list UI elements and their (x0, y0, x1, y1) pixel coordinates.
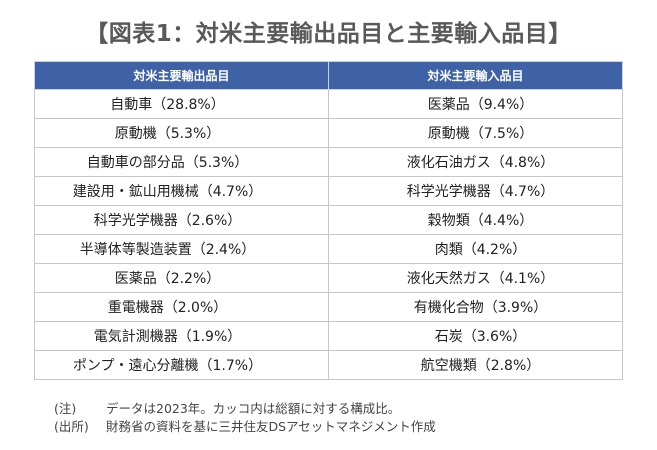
import-item-cell: 石炭（3.6%） (328, 321, 623, 351)
import-item-cell: 液化石油ガス（4.8%） (328, 147, 623, 177)
table-row: 建設用・鉱山用機械（4.7%） 科学光学機器（4.7%） (34, 176, 623, 206)
import-item-cell: 科学光学機器（4.7%） (328, 176, 623, 206)
column-header-exports: 対米主要輸出品目 (34, 61, 329, 90)
export-item-cell: 原動機（5.3%） (34, 118, 329, 148)
column-header-imports: 対米主要輸入品目 (328, 61, 623, 90)
note-label: (注) (54, 401, 77, 416)
import-item-cell: 肉類（4.2%） (328, 234, 623, 264)
table-row: 医薬品（2.2%） 液化天然ガス（4.1%） (34, 263, 623, 293)
note-line: (注) データは2023年。カッコ内は総額に対する構成比。 (54, 400, 436, 418)
export-item-cell: 電気計測機器（1.9%） (34, 321, 329, 351)
import-item-cell: 穀物類（4.4%） (328, 205, 623, 235)
table-row: 重電機器（2.0%） 有機化合物（3.9%） (34, 292, 623, 322)
table-row: 原動機（5.3%） 原動機（7.5%） (34, 118, 623, 148)
trade-items-table: 対米主要輸出品目 対米主要輸入品目 自動車（28.8%） 医薬品（9.4%） 原… (34, 61, 623, 380)
import-item-cell: 航空機類（2.8%） (328, 350, 623, 380)
table-row: 自動車の部分品（5.3%） 液化石油ガス（4.8%） (34, 147, 623, 177)
export-item-cell: 半導体等製造装置（2.4%） (34, 234, 329, 264)
table-row: 科学光学機器（2.6%） 穀物類（4.4%） (34, 205, 623, 235)
source-text: 財務省の資料を基に三井住友DSアセットマネジメント作成 (106, 419, 436, 434)
export-item-cell: 科学光学機器（2.6%） (34, 205, 329, 235)
table-row: 自動車（28.8%） 医薬品（9.4%） (34, 89, 623, 119)
note-text: データは2023年。カッコ内は総額に対する構成比。 (106, 401, 401, 416)
import-item-cell: 液化天然ガス（4.1%） (328, 263, 623, 293)
import-item-cell: 医薬品（9.4%） (328, 89, 623, 119)
source-line: (出所) 財務省の資料を基に三井住友DSアセットマネジメント作成 (54, 418, 436, 436)
export-item-cell: ポンプ・遠心分離機（1.7%） (34, 350, 329, 380)
export-item-cell: 重電機器（2.0%） (34, 292, 329, 322)
page-title: 【図表1：対米主要輸出品目と主要輸入品目】 (85, 21, 572, 47)
export-item-cell: 建設用・鉱山用機械（4.7%） (34, 176, 329, 206)
table-row: 半導体等製造装置（2.4%） 肉類（4.2%） (34, 234, 623, 264)
table-row: ポンプ・遠心分離機（1.7%） 航空機類（2.8%） (34, 350, 623, 380)
export-item-cell: 自動車の部分品（5.3%） (34, 147, 329, 177)
import-item-cell: 原動機（7.5%） (328, 118, 623, 148)
table-row: 電気計測機器（1.9%） 石炭（3.6%） (34, 321, 623, 351)
footnotes: (注) データは2023年。カッコ内は総額に対する構成比。 (出所) 財務省の資料を… (54, 400, 436, 436)
export-item-cell: 医薬品（2.2%） (34, 263, 329, 293)
import-item-cell: 有機化合物（3.9%） (328, 292, 623, 322)
source-label: (出所) (54, 419, 89, 434)
table-header-row: 対米主要輸出品目 対米主要輸入品目 (34, 61, 623, 90)
export-item-cell: 自動車（28.8%） (34, 89, 329, 119)
